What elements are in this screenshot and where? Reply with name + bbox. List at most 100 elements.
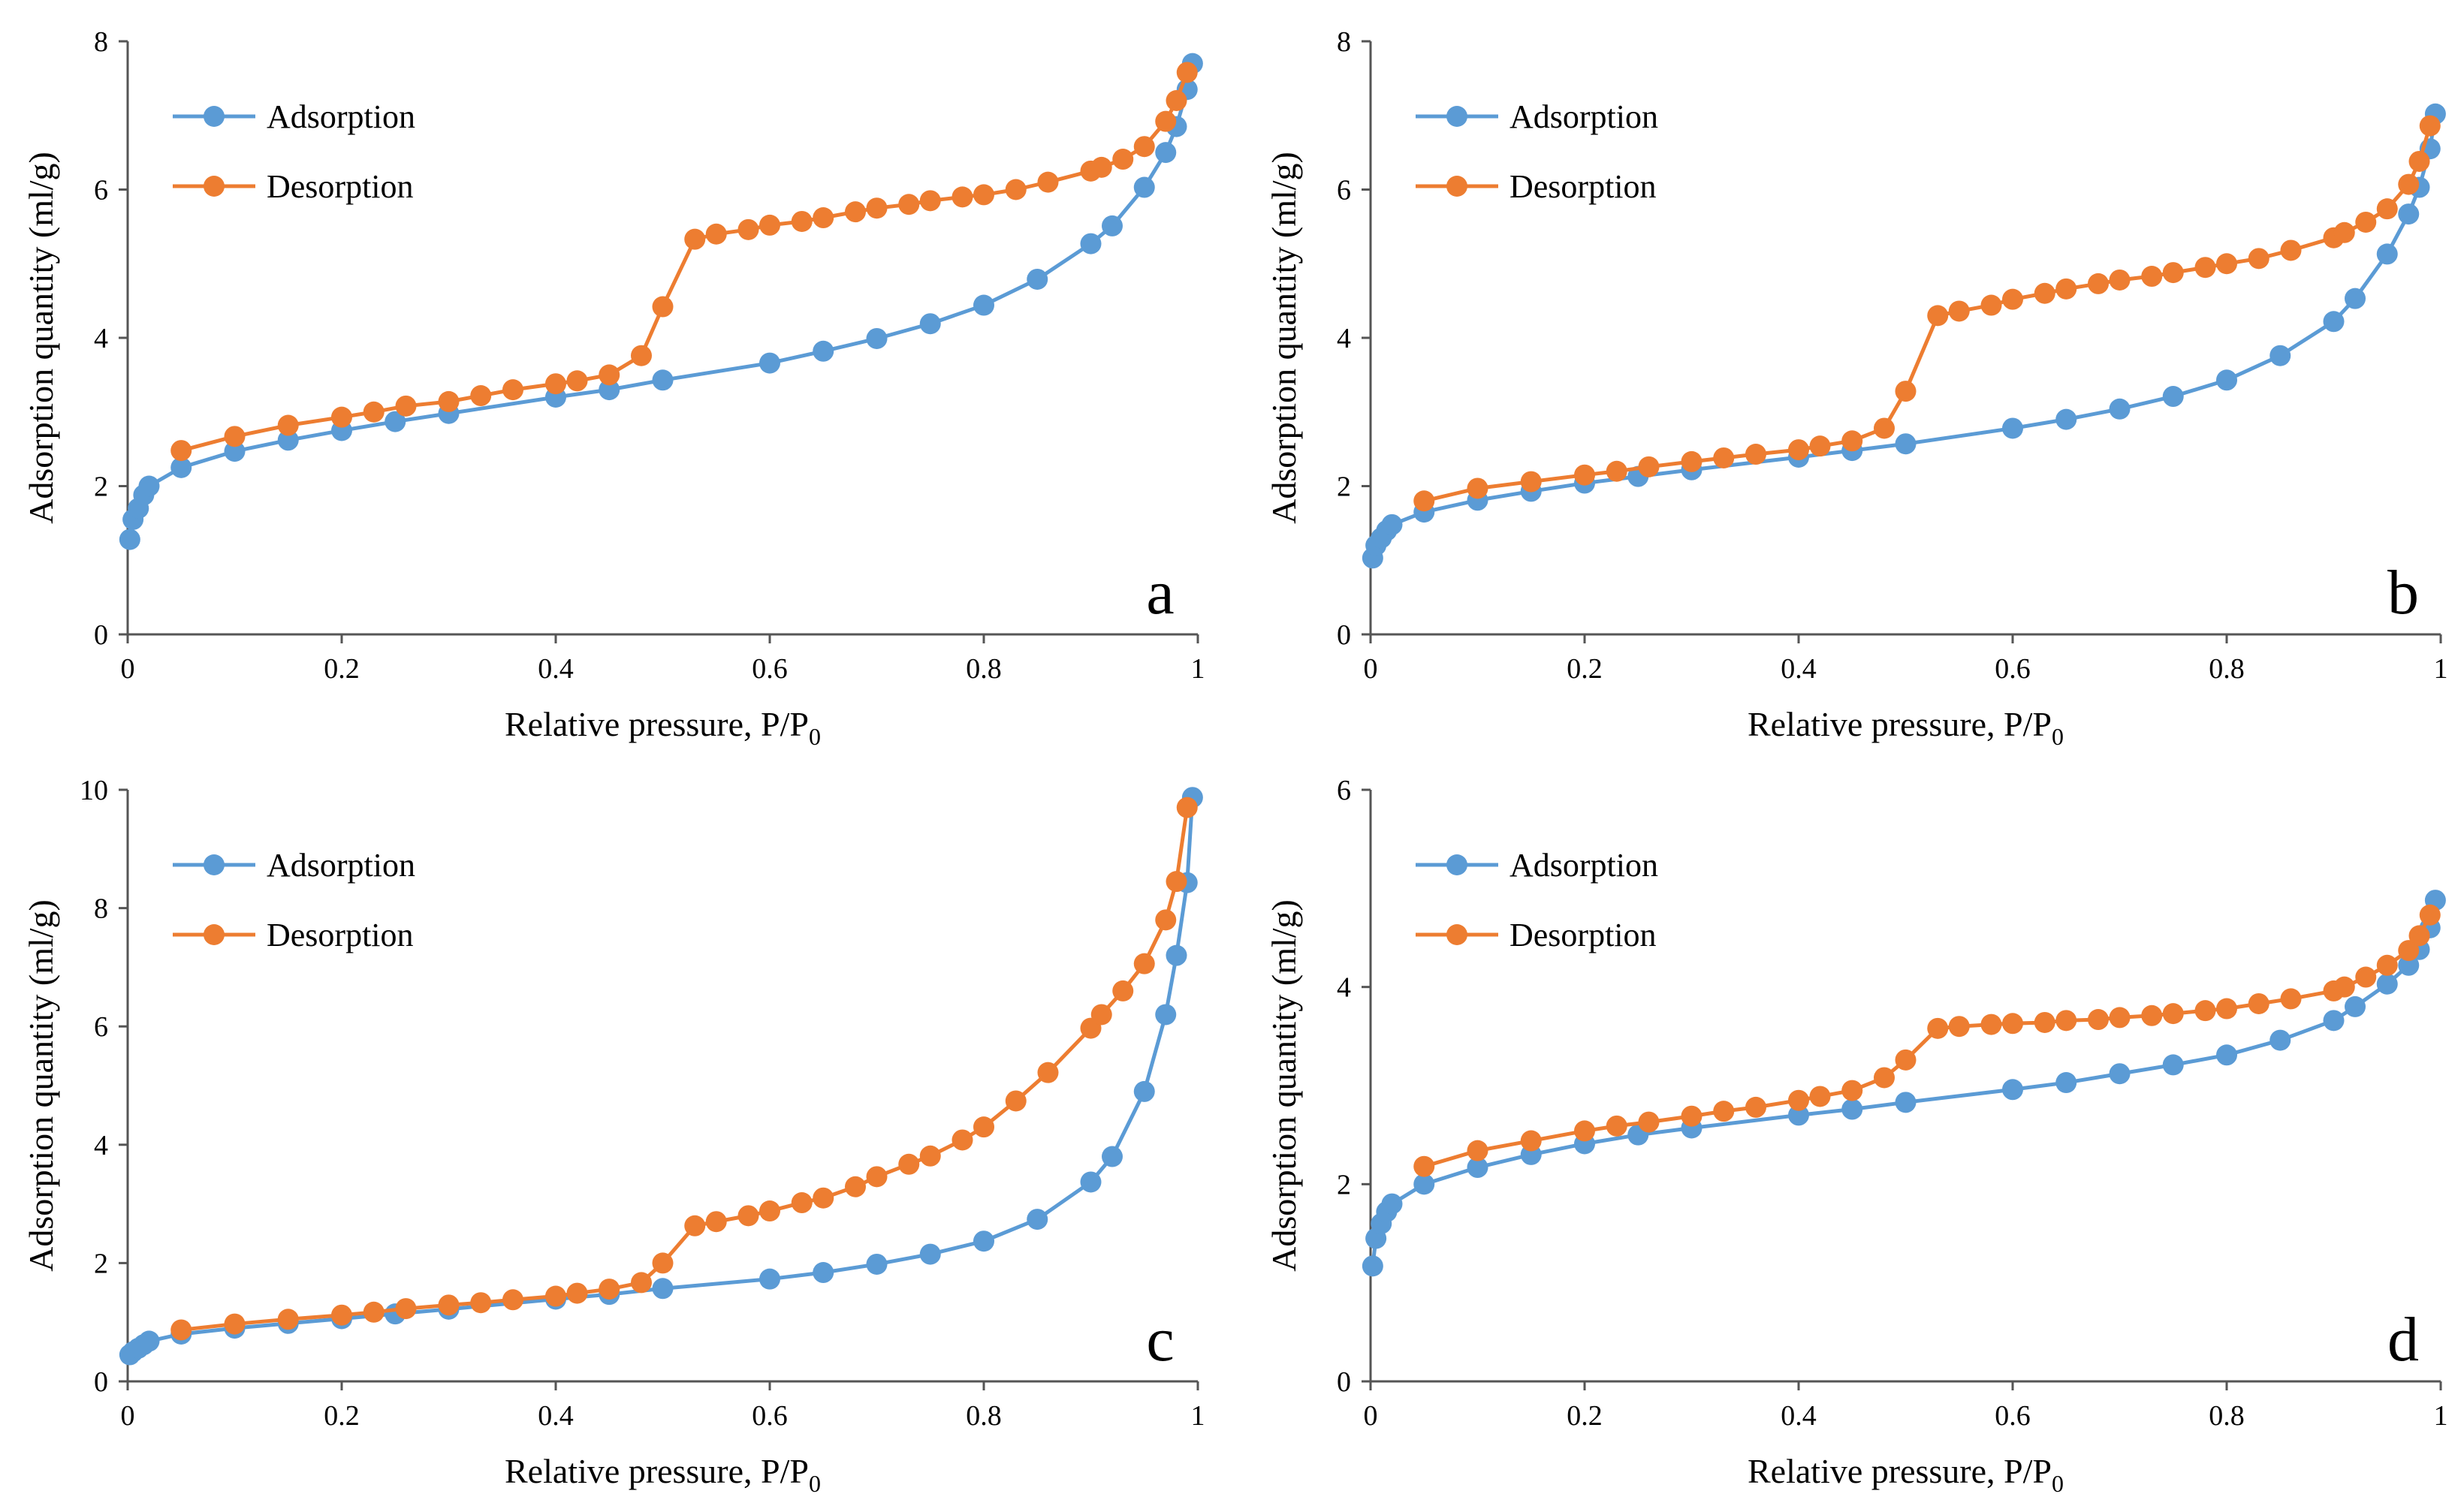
desorption-point (470, 1292, 492, 1314)
x-tick-label: 0.2 (324, 653, 360, 685)
desorption-point (2055, 1010, 2077, 1032)
series-desorption (170, 797, 1198, 1341)
desorption-point (919, 1145, 941, 1167)
adsorption-point (2216, 1044, 2237, 1066)
adsorption-point (2269, 345, 2291, 366)
adsorption-point (1133, 1080, 1155, 1102)
desorption-point (438, 390, 460, 412)
desorption-point (1980, 1014, 2002, 1035)
desorption-point (1176, 797, 1198, 818)
desorption-point (2034, 1011, 2055, 1033)
y-tick-label: 4 (94, 323, 108, 354)
series-adsorption (1362, 890, 2446, 1277)
x-tick-label: 0.6 (1995, 653, 2031, 685)
adsorption-point (1467, 1157, 1488, 1179)
desorption-point (2162, 1003, 2184, 1025)
adsorption-point (2323, 311, 2345, 333)
adsorption-point (2055, 1072, 2077, 1094)
desorption-point (2216, 998, 2237, 1020)
adsorption-point (224, 441, 246, 462)
desorption-point (919, 190, 941, 212)
adsorption-point (866, 327, 888, 349)
y-tick-label: 10 (80, 775, 108, 806)
x-axis-title: Relative pressure, P/P0 (505, 1452, 821, 1497)
adsorption-point (2323, 1010, 2345, 1032)
desorption-point (2408, 150, 2430, 172)
desorption-point (2376, 954, 2398, 976)
desorption-point (1176, 62, 1198, 83)
adsorption-point (2162, 1054, 2184, 1076)
desorption-point (1037, 1062, 1059, 1083)
desorption-point (2333, 976, 2355, 998)
adsorption-point (277, 429, 299, 451)
desorption-point (2162, 262, 2184, 284)
y-tick-label: 0 (1337, 619, 1351, 651)
x-tick-label: 0.6 (1995, 1400, 2031, 1432)
x-tick-label: 0.8 (966, 1400, 1002, 1432)
y-tick-label: 2 (94, 471, 108, 503)
x-tick-label: 0.4 (1781, 653, 1817, 685)
legend-label: Desorption (1509, 917, 1657, 953)
legend-label: Desorption (1509, 168, 1657, 205)
legend-swatch-marker (1446, 924, 1467, 945)
legend-item-desorption: Desorption (1416, 917, 1657, 953)
adsorption-point (1895, 1092, 1917, 1113)
desorption-point (1841, 1080, 1863, 1101)
legend-swatch-marker (1446, 176, 1467, 197)
adsorption-point (1027, 1209, 1048, 1230)
y-axis-title: Adsorption quantity (ml/g) (22, 152, 60, 524)
y-tick-label: 6 (1337, 775, 1351, 806)
desorption-point (1874, 1067, 1895, 1089)
adsorption-point (599, 379, 620, 401)
desorption-point (470, 385, 492, 407)
desorption-point (2109, 269, 2131, 291)
desorption-point (1155, 909, 1177, 931)
y-tick-label: 6 (94, 1011, 108, 1043)
desorption-point (2141, 266, 2163, 288)
desorption-point (502, 1289, 523, 1311)
desorption-point (1681, 450, 1702, 472)
x-tick-label: 1 (2434, 1400, 2448, 1432)
adsorption-point (2109, 1063, 2131, 1085)
y-tick-label: 2 (1337, 471, 1351, 503)
x-tick-label: 0 (1364, 1400, 1378, 1432)
adsorption-point (119, 529, 140, 550)
desorption-point (973, 184, 994, 206)
y-tick-label: 0 (94, 619, 108, 651)
adsorption-point (973, 1230, 994, 1252)
panel-label: b (2387, 558, 2419, 628)
desorption-point (1948, 300, 1970, 322)
x-tick-label: 1 (1191, 653, 1205, 685)
x-tick-label: 0.2 (1567, 1400, 1603, 1432)
adsorption-point (1102, 1146, 1123, 1167)
desorption-point (1788, 439, 1809, 461)
adsorption-point (866, 1253, 888, 1275)
desorption-point (2398, 173, 2420, 195)
desorption-point (438, 1294, 460, 1316)
adsorption-point (1362, 1255, 1383, 1277)
desorption-point (952, 1129, 973, 1151)
adsorption-point (759, 1268, 780, 1290)
y-tick-label: 6 (1337, 175, 1351, 206)
adsorption-point (919, 1243, 941, 1265)
series-desorption (170, 62, 1198, 462)
desorption-point (1005, 179, 1027, 200)
desorption-point (813, 207, 834, 229)
series-desorption (1413, 115, 2441, 512)
adsorption-point (813, 1262, 834, 1284)
desorption-point (1005, 1090, 1027, 1112)
desorption-point (2088, 273, 2109, 294)
desorption-point (331, 406, 352, 428)
desorption-point (1467, 477, 1488, 499)
x-tick-label: 0.4 (538, 653, 574, 685)
desorption-point (705, 1211, 727, 1233)
desorption-point (1112, 980, 1134, 1001)
desorption-point (791, 1192, 813, 1214)
desorption-point (2376, 198, 2398, 220)
adsorption-point (759, 352, 780, 374)
desorption-point (363, 1301, 385, 1323)
chart-panel-b: 0 0.2 0.4 0.6 0.8 1 0 2 4 6 8 Relative pressure, P/… (1265, 26, 2448, 750)
desorption-point (545, 373, 566, 395)
desorption-point (2216, 253, 2237, 275)
